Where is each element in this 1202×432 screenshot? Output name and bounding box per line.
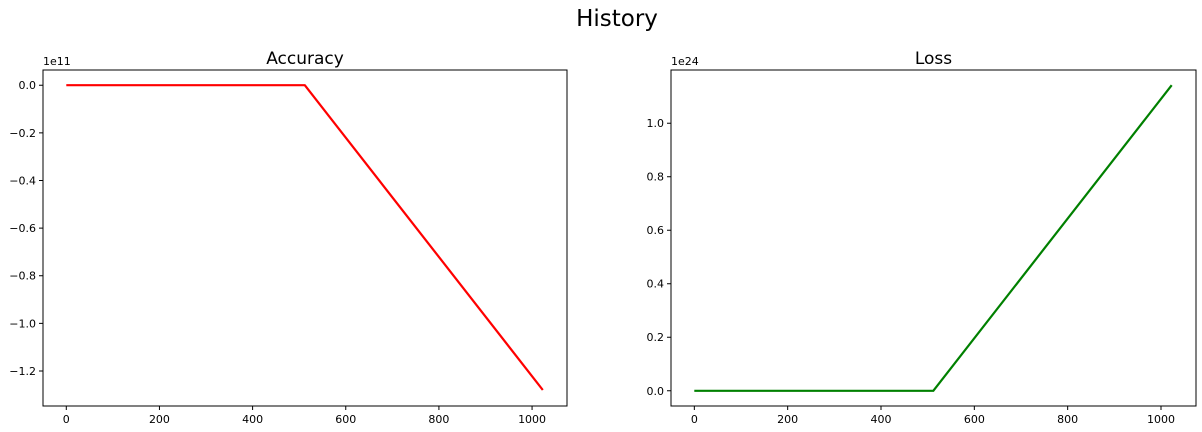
accuracy-x-tick-label: 200 bbox=[149, 413, 170, 426]
accuracy-y-tick-label: 0.0 bbox=[19, 79, 37, 92]
loss-x-tick-label: 0 bbox=[691, 413, 698, 426]
accuracy-y-scale-label: 1e11 bbox=[43, 55, 71, 68]
loss-y-tick-label: 0.2 bbox=[647, 331, 665, 344]
loss-axes-frame bbox=[670, 69, 1197, 407]
figure-suptitle: History bbox=[576, 6, 658, 32]
accuracy-chart: 0 200 400 600 800 1000 0.0 −0.2 −0.4 −0.6 −0.8 −1.0… bbox=[9, 49, 568, 426]
loss-x-tick-label: 600 bbox=[964, 413, 985, 426]
loss-y-tick-label: 0.8 bbox=[647, 171, 665, 184]
accuracy-series-line bbox=[66, 84, 544, 391]
accuracy-x-tick-label: 1000 bbox=[518, 413, 546, 426]
loss-series-line bbox=[694, 84, 1173, 392]
accuracy-y-tick-label: −0.6 bbox=[9, 222, 36, 235]
loss-y-tick-label: 0.6 bbox=[647, 224, 665, 237]
accuracy-y-tick-label: −1.2 bbox=[9, 365, 36, 378]
accuracy-axes-frame bbox=[42, 69, 568, 407]
loss-x-tick-label: 200 bbox=[777, 413, 798, 426]
loss-x-tick-label: 1000 bbox=[1147, 413, 1175, 426]
loss-x-tick-label: 800 bbox=[1057, 413, 1078, 426]
loss-y-scale-label: 1e24 bbox=[671, 55, 699, 68]
accuracy-x-tick-label: 0 bbox=[63, 413, 70, 426]
accuracy-y-tick-label: −1.0 bbox=[9, 317, 36, 330]
accuracy-y-tick-label: −0.8 bbox=[9, 270, 36, 283]
accuracy-x-tick-label: 400 bbox=[242, 413, 263, 426]
accuracy-chart-title: Accuracy bbox=[266, 49, 344, 69]
loss-y-tick-label: 0.0 bbox=[647, 385, 665, 398]
loss-y-tick-label: 1.0 bbox=[647, 117, 665, 130]
accuracy-x-tick-label: 600 bbox=[335, 413, 356, 426]
loss-y-tick-label: 0.4 bbox=[647, 278, 665, 291]
accuracy-y-tick-label: −0.2 bbox=[9, 127, 36, 140]
accuracy-x-tick-label: 800 bbox=[428, 413, 449, 426]
loss-x-tick-label: 400 bbox=[871, 413, 892, 426]
loss-chart-title: Loss bbox=[915, 49, 952, 69]
accuracy-y-tick-label: −0.4 bbox=[9, 174, 36, 187]
loss-chart: 0 200 400 600 800 1000 0.0 0.2 0.4 0.6 0.8 1.0 1e24 L… bbox=[647, 49, 1197, 426]
